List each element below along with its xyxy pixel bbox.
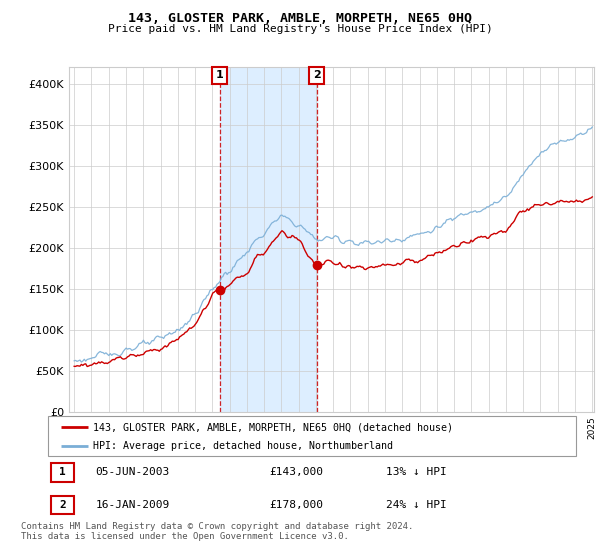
Text: 05-JUN-2003: 05-JUN-2003	[95, 467, 170, 477]
Text: HPI: Average price, detached house, Northumberland: HPI: Average price, detached house, Nort…	[93, 441, 393, 451]
Text: £143,000: £143,000	[270, 467, 324, 477]
Text: 13% ↓ HPI: 13% ↓ HPI	[386, 467, 446, 477]
Bar	[220, 67, 317, 412]
FancyBboxPatch shape	[50, 463, 74, 482]
Text: 24% ↓ HPI: 24% ↓ HPI	[386, 500, 446, 510]
Text: 1: 1	[59, 467, 65, 477]
Text: 2: 2	[313, 71, 320, 81]
Text: £178,000: £178,000	[270, 500, 324, 510]
FancyBboxPatch shape	[48, 416, 576, 456]
Text: 1: 1	[216, 71, 223, 81]
Text: 143, GLOSTER PARK, AMBLE, MORPETH, NE65 0HQ: 143, GLOSTER PARK, AMBLE, MORPETH, NE65 …	[128, 12, 472, 25]
FancyBboxPatch shape	[50, 496, 74, 515]
Text: Price paid vs. HM Land Registry's House Price Index (HPI): Price paid vs. HM Land Registry's House …	[107, 24, 493, 34]
Text: 16-JAN-2009: 16-JAN-2009	[95, 500, 170, 510]
Text: 143, GLOSTER PARK, AMBLE, MORPETH, NE65 0HQ (detached house): 143, GLOSTER PARK, AMBLE, MORPETH, NE65 …	[93, 422, 453, 432]
Text: 2: 2	[59, 500, 65, 510]
Text: Contains HM Land Registry data © Crown copyright and database right 2024.
This d: Contains HM Land Registry data © Crown c…	[21, 522, 413, 542]
